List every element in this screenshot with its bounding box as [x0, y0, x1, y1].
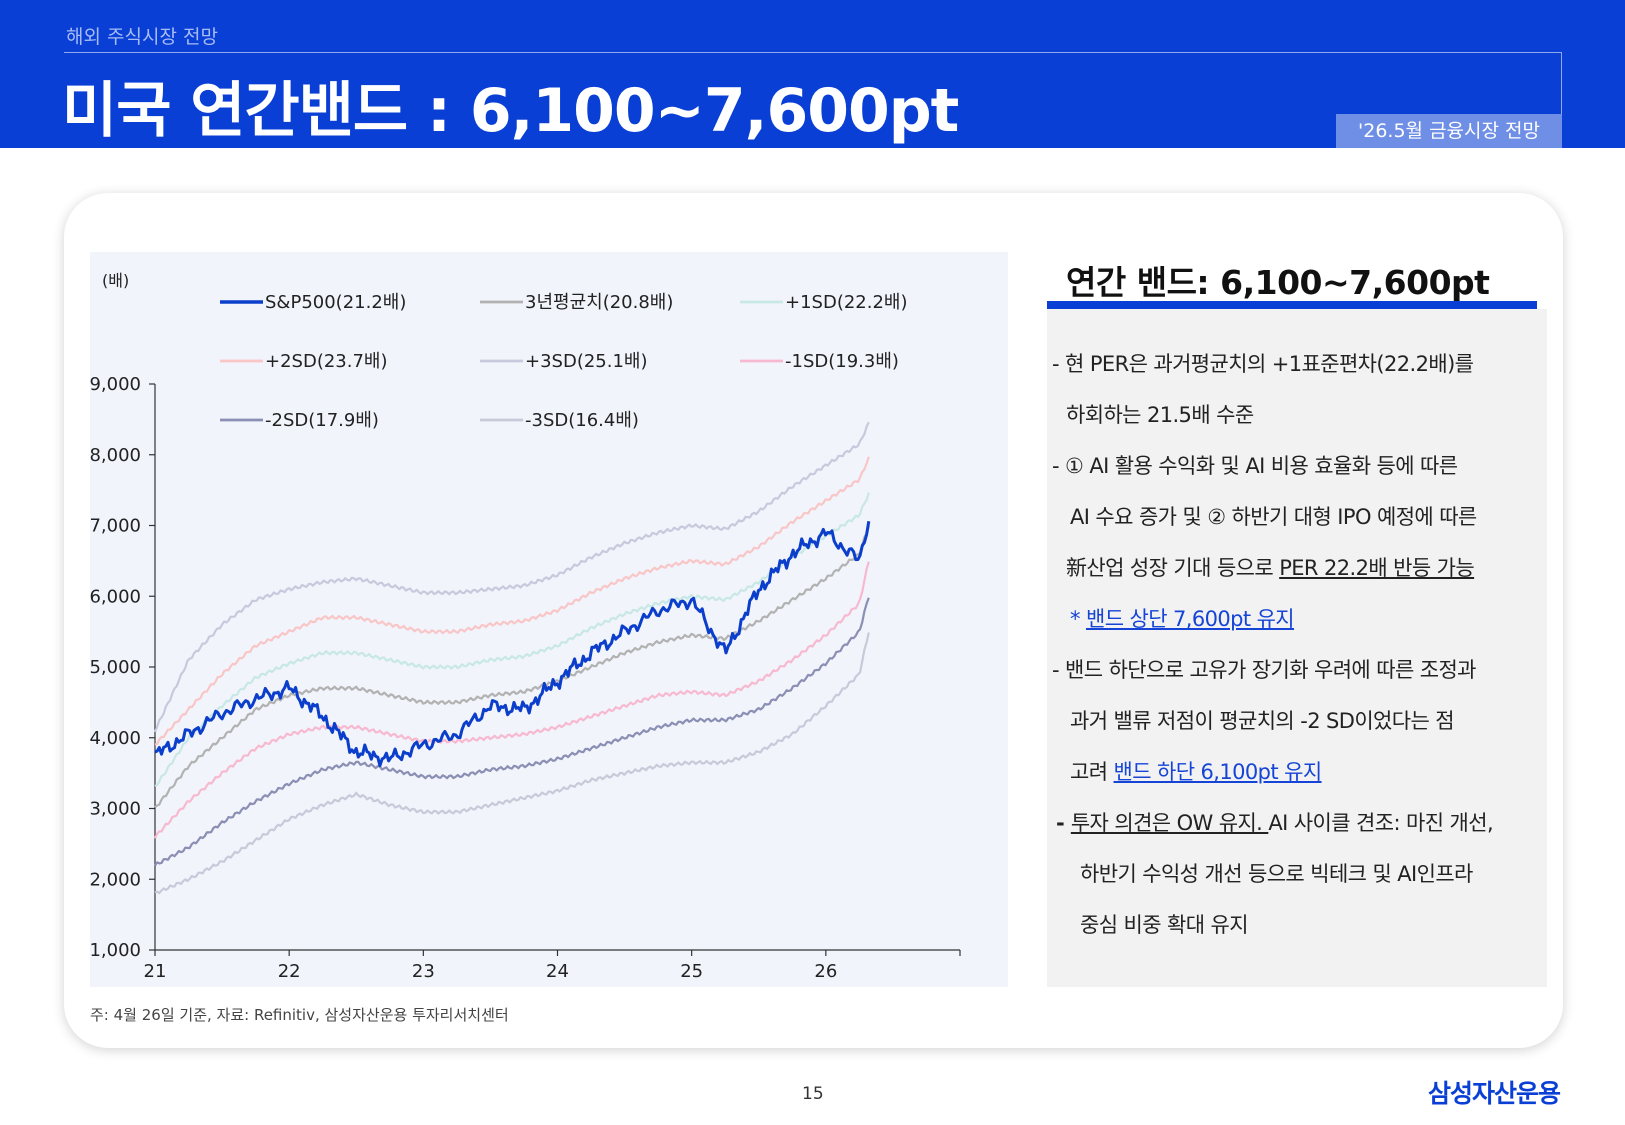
series-line-3: [154, 492, 870, 787]
legend-label-4: +2SD(23.7배): [265, 351, 388, 372]
band-line-3c: 고려 밴드 하단 6,100pt 유지: [1070, 756, 1322, 786]
band-line-1a: - 현 PER은 과거평균치의 +1표준편차(22.2배)를: [1052, 352, 1474, 376]
legend-label-3: +1SD(22.2배): [785, 292, 908, 313]
band-line-3c-text: 고려: [1070, 760, 1114, 784]
band-line-2c-text: 新산업 성장 기대 등으로: [1066, 556, 1280, 580]
y-tick-label: 2,000: [90, 869, 141, 890]
x-tick-label: 22: [278, 961, 301, 982]
band-dash: -: [1056, 811, 1071, 835]
legend-label-2: 3년평균치(20.8배): [525, 292, 673, 313]
band-line-4c: 중심 비중 확대 유지: [1080, 913, 1249, 937]
y-tick-label: 7,000: [90, 516, 141, 537]
per-band-chart: (배) 1,000 2,000 3,000 4,000 5,000 6,000 7,000 8,…: [90, 271, 961, 982]
header-frame-line: [64, 52, 1562, 148]
band-title: 연간 밴드: 6,100~7,600pt: [1066, 263, 1490, 302]
chart-footnote: 주: 4월 26일 기준, 자료: Refinitiv, 삼성자산운용 투자리서…: [90, 1006, 509, 1024]
page-title: 미국 연간밴드 : 6,100~7,600pt: [62, 76, 959, 146]
x-tick-label: 25: [680, 961, 703, 982]
band-star: *: [1070, 607, 1086, 631]
y-tick-label: 5,000: [90, 657, 141, 678]
series-line-5: [153, 421, 870, 733]
band-line-3a: - 밴드 하단으로 고유가 장기화 우려에 따른 조정과: [1052, 658, 1477, 682]
band-line-4a: - 투자 의견은 OW 유지. AI 사이클 견조: 마진 개선,: [1056, 807, 1494, 837]
y-tick-label: 6,000: [90, 586, 141, 607]
section-label: 해외 주식시장 전망: [66, 26, 218, 48]
series-line-2: [154, 525, 870, 809]
band-text-panel: [1047, 309, 1547, 987]
legend-label-7: -2SD(17.9배): [265, 410, 379, 431]
legend-label-8: -3SD(16.4배): [525, 410, 639, 431]
y-unit-label: (배): [102, 271, 129, 290]
band-line-2d: * 밴드 상단 7,600pt 유지: [1070, 603, 1295, 633]
band-line-2c: 新산업 성장 기대 등으로 PER 22.2배 반등 가능: [1066, 552, 1475, 582]
x-tick-label: 26: [814, 961, 837, 982]
legend-label-5: +3SD(25.1배): [525, 351, 648, 372]
series-line-6: [154, 561, 870, 839]
y-tick-label: 9,000: [90, 374, 141, 395]
company-logo: 삼성자산운용: [1428, 1079, 1561, 1108]
band-lower-link[interactable]: 밴드 하단 6,100pt 유지: [1113, 760, 1323, 784]
legend-label-6: -1SD(19.3배): [785, 351, 899, 372]
x-tick-label: 24: [546, 961, 569, 982]
series-line-7: [154, 597, 870, 867]
band-line-4a-text: AI 사이클 견조: 마진 개선,: [1268, 811, 1494, 835]
band-upper-link[interactable]: 밴드 상단 7,600pt 유지: [1085, 607, 1295, 631]
series-line-4: [154, 456, 870, 746]
series-line-1: [154, 520, 871, 768]
band-line-4b: 하반기 수익성 개선 등으로 빅테크 및 AI인프라: [1080, 862, 1473, 886]
legend-label-1: S&P500(21.2배): [265, 292, 406, 313]
y-tick-label: 1,000: [90, 940, 141, 961]
report-badge: '26.5월 금융시장 전망: [1336, 114, 1562, 148]
x-tick-label: 23: [412, 961, 435, 982]
per-rebound-emphasis: PER 22.2배 반등 가능: [1279, 556, 1475, 580]
series-line-8: [154, 632, 870, 895]
header-bar: 해외 주식시장 전망 미국 연간밴드 : 6,100~7,600pt '26.5…: [0, 0, 1625, 148]
band-line-2a: - ① AI 활용 수익화 및 AI 비용 효율화 등에 따른: [1052, 454, 1458, 478]
y-tick-label: 3,000: [90, 799, 141, 820]
band-title-underline: [1047, 301, 1537, 309]
chart-background: [90, 252, 1008, 987]
band-line-1b: 하회하는 21.5배 수준: [1066, 403, 1254, 427]
y-tick-label: 4,000: [90, 728, 141, 749]
band-line-2b: AI 수요 증가 및 ② 하반기 대형 IPO 예정에 따른: [1070, 505, 1477, 529]
band-line-3b: 과거 밸류 저점이 평균치의 -2 SD이었다는 점: [1070, 709, 1455, 733]
x-tick-label: 21: [144, 961, 167, 982]
page-number: 15: [802, 1084, 824, 1104]
y-tick-label: 8,000: [90, 445, 141, 466]
investment-opinion: 투자 의견은 OW 유지.: [1070, 811, 1269, 835]
